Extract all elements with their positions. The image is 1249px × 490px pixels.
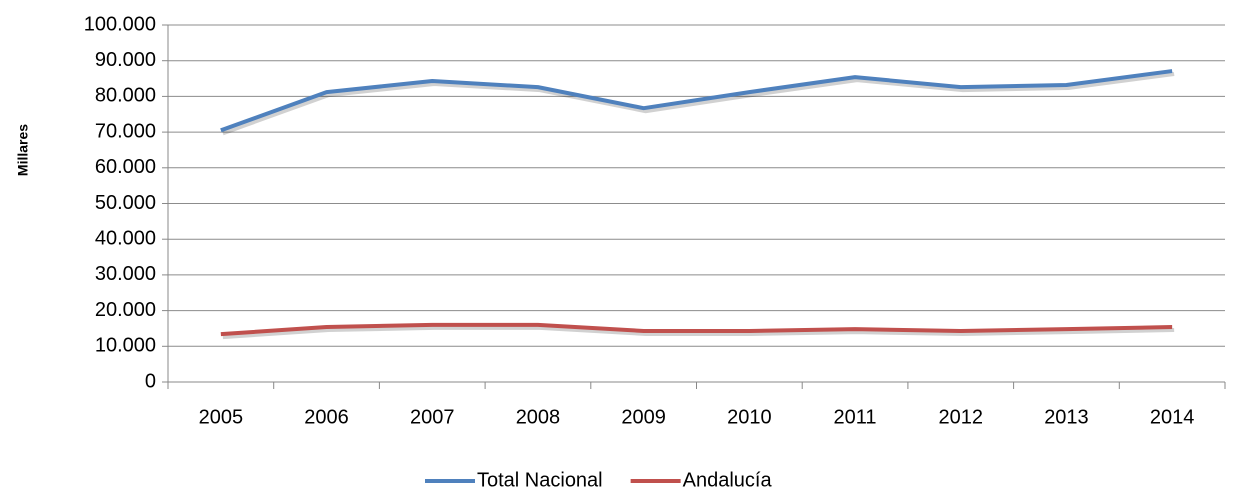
y-tick-label: 50.000 [95,192,156,214]
y-tick-label: 10.000 [95,335,156,357]
y-tick-label: 80.000 [95,85,156,107]
y-tick-label: 0 [145,370,156,392]
y-tick-label: 40.000 [95,227,156,249]
legend-label: Total Nacional [477,469,603,490]
x-tick-label: 2005 [199,406,244,428]
y-tick-label: 100.000 [84,13,156,35]
x-tick-label: 2014 [1150,406,1195,428]
x-tick-label: 2013 [1044,406,1089,428]
y-tick-label: 30.000 [95,263,156,285]
y-tick-label: 20.000 [95,299,156,321]
y-tick-label: 70.000 [95,120,156,142]
line-shadow [222,325,1175,340]
series-line [220,322,1173,337]
x-tick-label: 2010 [727,406,772,428]
y-tick-label: 60.000 [95,156,156,178]
y-tick-label: 90.000 [95,49,156,71]
legend-label: Andalucía [683,469,773,490]
x-tick-label: 2006 [304,406,349,428]
x-tick-label: 2007 [410,406,455,428]
line-shadow [222,72,1175,136]
y-axis-label: Millares [15,124,31,176]
series-line [220,69,1173,133]
x-tick-label: 2011 [834,406,877,428]
x-tick-label: 2008 [516,406,561,428]
x-tick-label: 2012 [939,406,984,428]
x-tick-label: 2009 [621,406,666,428]
